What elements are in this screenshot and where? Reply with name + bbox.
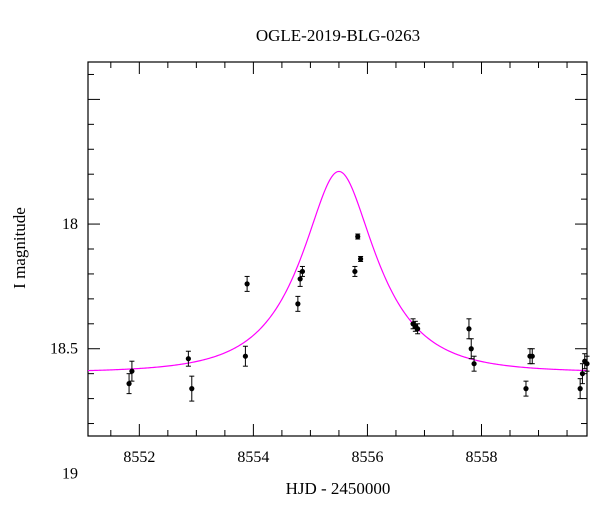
- data-point: [185, 350, 191, 367]
- x-tick-label: 8552: [123, 449, 155, 466]
- y-tick-label: 18: [62, 216, 78, 233]
- point-marker: [415, 326, 421, 332]
- point-marker: [295, 301, 301, 307]
- x-tick-label: 8554: [237, 449, 269, 466]
- data-point: [355, 233, 361, 240]
- y-tick-label: 18.5: [50, 341, 78, 358]
- data-point: [577, 378, 583, 400]
- x-tick-label: 8556: [351, 449, 383, 466]
- point-marker: [242, 353, 248, 359]
- tick-labels: 8552 8554 8556 8558 18 18.5 19: [50, 216, 497, 482]
- data-point: [529, 348, 535, 365]
- y-axis-label: I magnitude: [10, 207, 29, 289]
- point-marker: [471, 361, 477, 367]
- data-point: [129, 360, 135, 382]
- point-marker: [468, 346, 474, 352]
- y-tick-label: 19: [62, 465, 78, 482]
- point-marker: [189, 386, 195, 392]
- point-marker: [352, 268, 358, 275]
- point-marker: [577, 386, 583, 392]
- data-point: [189, 375, 195, 402]
- point-marker: [579, 371, 586, 377]
- data-point: [357, 255, 364, 262]
- data-point: [242, 345, 248, 367]
- axis-ticks: [88, 62, 587, 436]
- plot-frame: [87, 61, 588, 437]
- data-point: [299, 265, 306, 277]
- plot-area: [87, 61, 590, 437]
- data-point: [471, 355, 477, 372]
- point-marker: [584, 361, 590, 367]
- data-point: [244, 275, 250, 292]
- point-marker: [244, 281, 250, 287]
- data-point: [584, 355, 590, 372]
- data-point: [415, 323, 421, 335]
- data-point: [466, 318, 472, 340]
- point-marker: [126, 381, 132, 387]
- data-point: [352, 265, 358, 277]
- point-marker: [297, 276, 303, 282]
- data-point: [126, 373, 132, 395]
- data-points: [126, 233, 590, 402]
- point-marker: [466, 326, 472, 332]
- point-marker: [299, 268, 306, 275]
- data-point: [468, 338, 474, 360]
- chart-title: OGLE-2019-BLG-0263: [256, 26, 420, 45]
- model-curve: [87, 170, 587, 372]
- point-marker: [355, 233, 361, 240]
- point-marker: [129, 368, 135, 374]
- x-axis-label: HJD - 2450000: [286, 479, 391, 498]
- x-tick-label: 8558: [465, 449, 497, 466]
- point-marker: [185, 356, 191, 362]
- point-marker: [529, 353, 535, 359]
- point-marker: [523, 386, 529, 392]
- data-point: [579, 363, 586, 385]
- data-point: [295, 295, 301, 312]
- data-point: [523, 380, 529, 397]
- point-marker: [357, 256, 364, 262]
